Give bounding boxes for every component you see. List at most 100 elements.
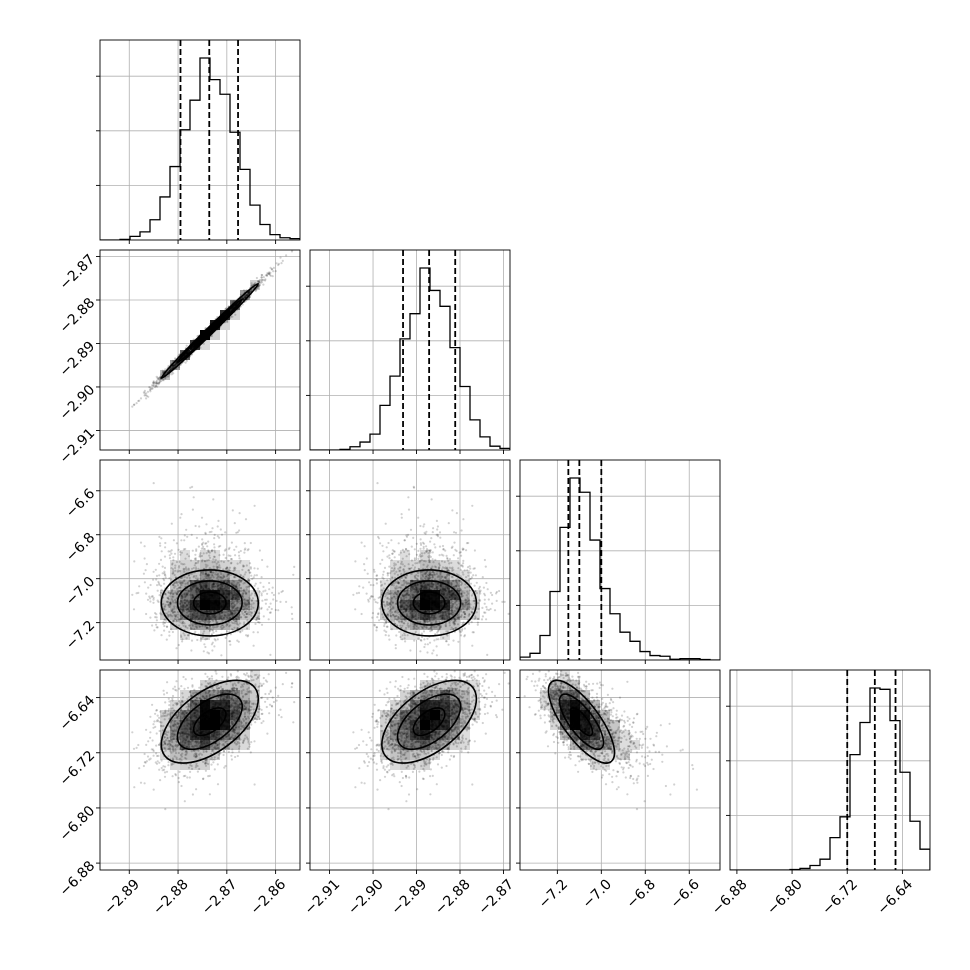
sample-point — [211, 549, 214, 552]
sample-point — [203, 630, 206, 633]
sample-point — [220, 605, 223, 608]
sample-point — [451, 569, 454, 572]
sample-point — [268, 581, 271, 585]
sample-point — [395, 614, 398, 617]
sample-point — [157, 580, 160, 584]
sample-point — [215, 621, 218, 624]
sample-point — [443, 616, 446, 619]
sample-point — [145, 397, 148, 400]
sample-point — [415, 574, 418, 577]
sample-point — [195, 604, 198, 607]
sample-point — [200, 606, 204, 609]
sample-point — [188, 605, 192, 608]
density-cell — [220, 580, 230, 590]
sample-point — [245, 294, 248, 297]
sample-point — [455, 585, 458, 588]
sample-point — [195, 605, 198, 608]
sample-point — [228, 589, 231, 593]
sample-point — [169, 367, 172, 370]
sample-point — [217, 599, 221, 602]
sample-point — [260, 273, 263, 277]
sample-point — [363, 569, 366, 572]
sample-point — [383, 566, 387, 570]
sample-point — [247, 579, 250, 582]
sample-point — [154, 612, 157, 615]
sample-point — [171, 611, 175, 614]
sample-point — [416, 584, 419, 587]
sample-point — [441, 566, 444, 569]
sample-point — [178, 586, 181, 589]
sample-point — [208, 531, 211, 534]
sample-point — [178, 580, 181, 583]
sample-point — [216, 576, 219, 579]
sample-point — [269, 266, 272, 269]
sample-point — [239, 549, 242, 553]
sample-point — [226, 313, 229, 316]
sample-point — [148, 386, 151, 389]
sample-point — [424, 572, 427, 575]
sample-point — [211, 615, 214, 618]
sample-point — [431, 603, 434, 606]
sample-point — [218, 612, 221, 616]
sample-point — [381, 591, 384, 594]
sample-point — [232, 601, 235, 604]
sample-point — [156, 589, 159, 592]
sample-point — [373, 598, 376, 601]
sample-point — [221, 605, 224, 608]
sample-point — [238, 578, 241, 581]
sample-point — [208, 604, 211, 607]
sample-point — [176, 591, 180, 594]
density-cell — [410, 560, 420, 570]
sample-point — [220, 604, 223, 607]
sample-point — [264, 278, 267, 281]
sample-point — [196, 561, 199, 564]
sample-point — [199, 585, 202, 588]
sample-point — [219, 615, 222, 618]
sample-point — [190, 627, 193, 631]
sample-point — [242, 592, 245, 595]
sample-point — [210, 604, 213, 607]
sample-point — [445, 577, 448, 580]
sample-point — [226, 592, 229, 595]
sample-point — [231, 606, 234, 609]
sample-point — [233, 600, 236, 603]
sample-point — [228, 616, 232, 619]
sample-point — [428, 559, 431, 562]
sample-point — [155, 574, 159, 578]
sample-point — [205, 586, 208, 589]
sample-point — [268, 272, 271, 275]
sample-point — [206, 575, 209, 578]
sample-point — [186, 588, 189, 591]
sample-point — [199, 616, 202, 619]
sample-point — [228, 625, 231, 628]
contour-level-2 — [160, 282, 260, 379]
sample-point — [459, 588, 462, 591]
sample-point — [428, 595, 431, 599]
sample-point — [188, 607, 191, 610]
sample-point — [202, 632, 205, 635]
sample-point — [182, 548, 185, 551]
sample-point — [227, 609, 230, 612]
density-cell — [170, 580, 180, 590]
sample-point — [237, 617, 240, 620]
sample-point — [241, 612, 244, 615]
y-tick-label: −6.6 — [63, 486, 98, 521]
sample-point — [423, 598, 426, 601]
sample-point — [247, 569, 250, 572]
sample-point — [290, 606, 293, 609]
sample-point — [420, 585, 423, 588]
sample-point — [383, 582, 386, 585]
sample-point — [209, 600, 212, 603]
sample-point — [191, 508, 194, 511]
sample-point — [156, 382, 159, 385]
density-cell — [420, 610, 430, 620]
sample-point — [233, 612, 236, 616]
sample-point — [460, 614, 463, 617]
sample-point — [436, 600, 439, 603]
sample-point — [149, 388, 152, 391]
sample-point — [377, 535, 380, 539]
sample-point — [155, 380, 158, 383]
sample-point — [235, 584, 238, 588]
sample-point — [210, 530, 213, 533]
sample-point — [155, 384, 158, 387]
